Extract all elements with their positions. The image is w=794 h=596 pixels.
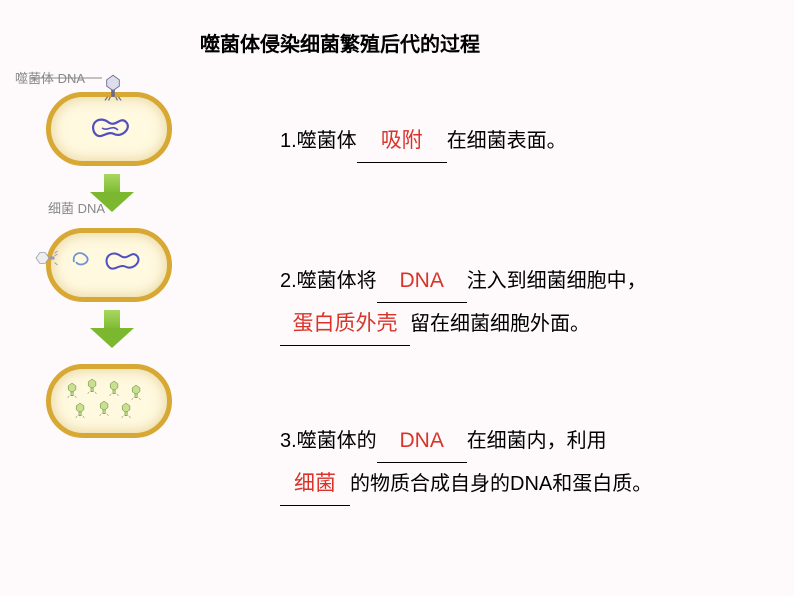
arrow-down-icon	[90, 174, 134, 212]
injected-dna-icon	[70, 248, 100, 274]
answer: 细菌	[294, 472, 336, 495]
arrow-down-icon	[90, 310, 134, 348]
text: 1.噬菌体	[280, 130, 357, 152]
stage-3-cell	[40, 352, 178, 442]
text: 留在细菌细胞外面。	[410, 313, 590, 335]
answer: 蛋白质外壳	[293, 312, 398, 335]
blank: DNA	[377, 420, 467, 463]
text: 在细菌内，利用	[467, 430, 607, 452]
blank: 蛋白质外壳	[280, 303, 410, 346]
text: 3.噬菌体的	[280, 430, 377, 452]
main-title: 噬菌体侵染细菌繁殖后代的过程	[200, 28, 480, 57]
new-phages-icon	[58, 376, 158, 426]
process-diagram	[40, 80, 178, 446]
answer: DNA	[400, 429, 444, 452]
stage-2-cell	[40, 216, 178, 306]
blank: DNA	[377, 260, 467, 303]
answer: DNA	[400, 269, 444, 292]
bacterial-dna-icon	[100, 246, 146, 282]
text: 的物质合成自身的DNA和蛋白质。	[350, 473, 652, 495]
phage-shell-icon	[34, 250, 58, 267]
blank: 细菌	[280, 463, 350, 506]
stage-1-cell	[40, 80, 178, 170]
bacterial-dna-icon	[86, 112, 136, 150]
blank: 吸附	[357, 120, 447, 163]
answer: 吸附	[381, 129, 423, 152]
step-1-text: 1.噬菌体 吸附 在细菌表面。	[280, 120, 740, 163]
leader-line	[30, 74, 110, 94]
step-3-text: 3.噬菌体的 DNA 在细菌内，利用细菌的物质合成自身的DNA和蛋白质。	[280, 420, 770, 506]
text: 2.噬菌体将	[280, 270, 377, 292]
text: 注入到细菌细胞中，	[467, 270, 647, 292]
step-2-text: 2.噬菌体将 DNA 注入到细菌细胞中， 蛋白质外壳留在细菌细胞外面。	[280, 260, 770, 346]
text: 在细菌表面。	[447, 130, 567, 152]
